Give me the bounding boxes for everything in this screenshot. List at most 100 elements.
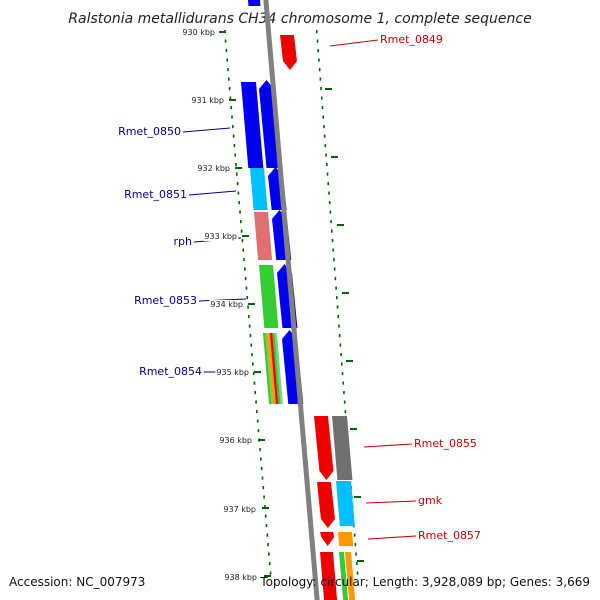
gene-label-rmet-0853[interactable]: Rmet_0853 xyxy=(134,294,197,307)
major-tick xyxy=(354,496,361,498)
major-tick xyxy=(229,99,236,101)
dotted-track xyxy=(232,125,234,129)
dotted-track xyxy=(335,286,337,290)
dotted-track xyxy=(324,144,327,148)
dotted-track xyxy=(323,125,325,129)
gene-label-rmet-0849[interactable]: Rmet_0849 xyxy=(380,33,443,46)
scale-tick-label: 930 kbp xyxy=(182,28,215,37)
scale-tick-label: 933 kbp xyxy=(204,232,237,241)
dotted-track xyxy=(231,115,233,119)
dotted-track xyxy=(326,172,329,176)
major-tick xyxy=(258,439,265,441)
dotted-track xyxy=(257,429,260,433)
dotted-track xyxy=(256,419,259,423)
dotted-track xyxy=(323,134,326,138)
dotted-track xyxy=(334,277,337,281)
dotted-track xyxy=(251,353,253,357)
dotted-track xyxy=(240,229,243,233)
tick-label-background xyxy=(209,300,244,309)
gene-stripe-rmet-0854 xyxy=(269,333,279,404)
leader-line-rmet-0855 xyxy=(363,443,413,448)
gene-label-rph[interactable]: rph xyxy=(174,235,193,248)
dotted-track xyxy=(244,267,246,271)
dotted-track xyxy=(237,191,240,195)
leader-line-rmet-0857 xyxy=(367,535,417,540)
dotted-track xyxy=(329,210,332,214)
dotted-track xyxy=(247,305,249,309)
dotted-track xyxy=(235,163,237,167)
dotted-track xyxy=(236,182,239,186)
dotted-track xyxy=(226,58,229,62)
dotted-track xyxy=(356,571,359,575)
gene-label-gmk[interactable]: gmk xyxy=(418,494,443,507)
tick-label-background xyxy=(190,96,225,105)
major-tick xyxy=(219,31,226,33)
dotted-track xyxy=(320,87,322,91)
dotted-track xyxy=(260,467,263,471)
dotted-track xyxy=(336,296,338,300)
dotted-track xyxy=(337,315,340,319)
dotted-track xyxy=(356,562,358,566)
dotted-track xyxy=(265,524,268,528)
scale-tick-label: 931 kbp xyxy=(191,96,224,105)
dotted-track xyxy=(318,68,321,72)
dotted-track xyxy=(243,258,245,262)
dotted-track xyxy=(249,334,252,338)
tick-label-background xyxy=(203,232,238,241)
dotted-track xyxy=(233,144,236,148)
gene-label-rmet-0854[interactable]: Rmet_0854 xyxy=(139,365,202,378)
major-tick xyxy=(262,507,269,509)
dotted-track xyxy=(248,324,251,328)
dotted-track xyxy=(316,39,319,43)
dotted-track xyxy=(332,248,335,252)
gene-stripe-rmet-0854 xyxy=(274,333,283,404)
accession-label: Accession: NC_007973 xyxy=(9,575,145,589)
dotted-track xyxy=(342,381,345,385)
gene-stripe-rmet-0854 xyxy=(263,333,272,404)
dotted-track xyxy=(319,77,322,81)
tick-label-background xyxy=(218,436,253,445)
dotted-track xyxy=(325,153,327,157)
major-tick xyxy=(331,156,338,158)
dotted-track xyxy=(353,533,356,537)
dotted-track xyxy=(331,239,334,243)
gene-arrow-rmet-0849 xyxy=(280,35,297,70)
major-tick xyxy=(325,88,332,90)
dotted-track xyxy=(328,201,331,205)
chromosome-backbone xyxy=(263,0,320,600)
map-title: Ralstonia metallidurans CH34 chromosome … xyxy=(68,11,531,27)
dotted-track xyxy=(321,106,324,110)
dotted-track xyxy=(327,182,330,186)
gene-block-rmet-0857 xyxy=(338,532,354,546)
dotted-track xyxy=(254,391,257,395)
dotted-track xyxy=(318,58,320,62)
major-tick xyxy=(346,360,353,362)
dotted-track xyxy=(330,220,332,224)
dotted-track xyxy=(263,495,265,499)
dotted-track xyxy=(343,400,346,404)
dotted-track xyxy=(256,410,258,414)
dotted-track xyxy=(338,324,340,328)
dotted-track xyxy=(339,343,342,347)
dotted-track xyxy=(322,115,325,119)
scale-tick-label: 934 kbp xyxy=(210,300,243,309)
gene-arrow-gmk xyxy=(317,482,335,528)
dotted-track xyxy=(321,96,323,100)
dotted-track xyxy=(333,258,335,262)
gene-label-rmet-0850[interactable]: Rmet_0850 xyxy=(118,125,181,138)
dotted-track xyxy=(262,486,265,490)
dotted-track xyxy=(269,571,272,575)
major-tick xyxy=(264,575,271,577)
gene-block xyxy=(345,552,356,600)
gene-label-rmet-0855[interactable]: Rmet_0855 xyxy=(414,437,477,450)
gene-label-rmet-0857[interactable]: Rmet_0857 xyxy=(418,529,481,542)
dotted-track xyxy=(252,362,254,366)
major-tick xyxy=(242,235,249,237)
gene-label-rmet-0851[interactable]: Rmet_0851 xyxy=(124,188,187,201)
dotted-track xyxy=(244,277,247,281)
leader-line-gmk xyxy=(365,500,417,504)
scale-tick-label: 936 kbp xyxy=(219,436,252,445)
dotted-track xyxy=(331,229,333,233)
dotted-track xyxy=(264,505,266,509)
